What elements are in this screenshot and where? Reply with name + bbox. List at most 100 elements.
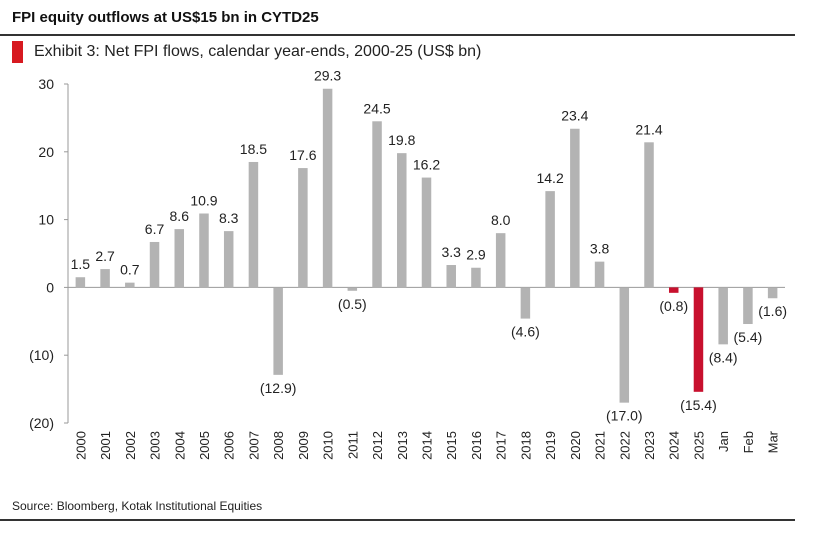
- bar: [298, 168, 308, 288]
- x-tick-label: 2003: [148, 431, 163, 460]
- bar: [471, 267, 481, 288]
- bar: [174, 229, 185, 288]
- bar: [594, 261, 605, 288]
- bar: [248, 161, 259, 288]
- bar: [372, 121, 382, 288]
- y-tick-label: (20): [29, 415, 54, 431]
- data-label: 3.8: [590, 241, 610, 257]
- exhibit-accent-bar: [12, 41, 23, 63]
- data-label: 14.2: [536, 170, 563, 186]
- x-tick-label: 2015: [444, 431, 459, 460]
- x-tick-label: 2020: [568, 431, 583, 460]
- data-label: (17.0): [606, 408, 643, 424]
- y-tick-label: (10): [29, 347, 54, 363]
- x-tick-label: 2018: [518, 431, 533, 460]
- exhibit-title: Exhibit 3: Net FPI flows, calendar year-…: [34, 43, 482, 60]
- data-label: (12.9): [260, 380, 297, 396]
- y-tick-label: 0: [46, 279, 54, 295]
- x-tick-label: 2008: [271, 431, 286, 460]
- y-tick-label: 10: [38, 212, 54, 228]
- x-tick-label: Feb: [741, 431, 756, 453]
- bar: [693, 287, 704, 392]
- data-label: (5.4): [734, 329, 763, 345]
- x-tick-label: 2007: [246, 431, 261, 460]
- x-tick-label: Mar: [766, 430, 781, 453]
- y-tick-label: 20: [38, 144, 54, 160]
- bar: [767, 287, 778, 299]
- x-tick-label: 2021: [593, 431, 608, 460]
- data-label: 8.0: [491, 212, 511, 228]
- bar: [446, 265, 456, 288]
- y-tick-label: 30: [38, 76, 54, 92]
- page-headline: FPI equity outflows at US$15 bn in CYTD2…: [12, 9, 319, 26]
- bar: [75, 277, 86, 288]
- data-label: (0.5): [338, 296, 367, 312]
- data-label: 8.3: [219, 210, 239, 226]
- bar: [100, 269, 110, 288]
- bar: [644, 142, 654, 288]
- x-tick-label: 2025: [691, 431, 706, 460]
- bar: [199, 213, 209, 288]
- data-label: 23.4: [561, 108, 588, 124]
- data-label: 21.4: [635, 121, 662, 137]
- data-label: 10.9: [190, 192, 217, 208]
- data-label: (4.6): [511, 324, 540, 340]
- bar: [347, 287, 358, 291]
- source-note: Source: Bloomberg, Kotak Institutional E…: [12, 499, 263, 513]
- data-label: 1.5: [71, 256, 91, 272]
- bar: [397, 153, 407, 288]
- data-label: 6.7: [145, 221, 165, 237]
- data-label: 2.9: [466, 247, 486, 263]
- data-label: 8.6: [170, 208, 190, 224]
- bottom-divider: [0, 519, 795, 521]
- data-label: 17.6: [289, 147, 316, 163]
- x-tick-label: 2012: [370, 431, 385, 460]
- x-tick-label: 2023: [642, 431, 657, 460]
- x-tick-label: 2006: [222, 431, 237, 460]
- x-tick-label: Jan: [716, 431, 731, 452]
- x-tick-label: 2004: [172, 431, 187, 460]
- data-label: 2.7: [95, 248, 115, 264]
- bar: [743, 287, 753, 325]
- x-tick-label: 2001: [98, 431, 113, 460]
- bar: [322, 88, 333, 288]
- x-tick-label: 2019: [543, 431, 558, 460]
- data-label: 24.5: [363, 100, 390, 116]
- x-tick-label: 2002: [123, 431, 138, 460]
- data-label: 19.8: [388, 132, 415, 148]
- x-tick-label: 2017: [494, 431, 509, 460]
- data-label: 16.2: [413, 157, 440, 173]
- bar: [223, 231, 234, 288]
- data-label: (8.4): [709, 349, 738, 365]
- x-tick-label: 2010: [321, 431, 336, 460]
- data-label: 18.5: [240, 141, 267, 157]
- x-tick-label: 2005: [197, 431, 212, 460]
- bar: [149, 241, 160, 288]
- bar: [570, 128, 580, 288]
- bar: [520, 287, 531, 319]
- x-tick-label: 2013: [395, 431, 410, 460]
- x-tick-label: 2011: [345, 431, 360, 459]
- x-tick-label: 2009: [296, 431, 311, 460]
- x-tick-label: 2022: [617, 431, 632, 460]
- data-label: 3.3: [441, 244, 461, 260]
- data-label: (1.6): [758, 303, 787, 319]
- x-tick-label: 2000: [73, 431, 88, 460]
- bar-chart: 3020100(10)(20)1.520002.720010.720026.72…: [29, 68, 787, 460]
- data-label: 0.7: [120, 262, 140, 278]
- bar: [125, 282, 135, 288]
- x-tick-label: 2024: [667, 431, 682, 460]
- top-divider: [0, 34, 795, 36]
- bar: [619, 287, 630, 403]
- bar: [668, 287, 679, 293]
- bar: [545, 191, 555, 288]
- bar: [718, 287, 728, 345]
- data-label: (0.8): [659, 298, 688, 314]
- bar: [495, 233, 506, 288]
- x-tick-label: 2016: [469, 431, 484, 460]
- bar: [273, 287, 283, 375]
- x-tick-label: 2014: [420, 431, 435, 460]
- bar: [421, 177, 432, 288]
- data-label: 29.3: [314, 68, 341, 84]
- data-label: (15.4): [680, 397, 717, 413]
